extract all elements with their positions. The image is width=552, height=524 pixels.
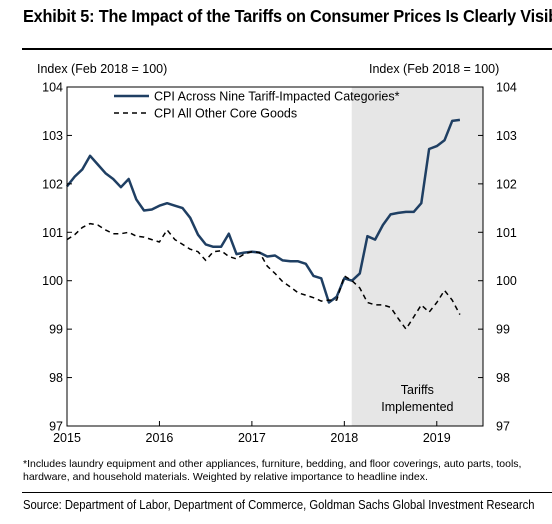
y-tick-label-left: 99 — [49, 323, 63, 337]
x-tick-label: 2019 — [423, 431, 451, 445]
source-note: Source: Department of Labor, Department … — [23, 498, 535, 512]
y-tick-label-left: 102 — [42, 177, 63, 191]
y-tick-label-right: 97 — [496, 420, 510, 434]
footnote: *Includes laundry equipment and other ap… — [23, 458, 522, 483]
plot-frame — [66, 86, 484, 427]
series-other-core-line — [66, 222, 461, 330]
x-tick-label: 2018 — [330, 431, 358, 445]
y-tick-label-right: 103 — [496, 129, 517, 143]
y-tick-label-right: 102 — [496, 177, 517, 191]
x-tick-label: 2015 — [53, 431, 81, 445]
y-axis-label-right: Index (Feb 2018 = 100) — [369, 62, 499, 76]
footnote-rule — [22, 492, 552, 493]
line-chart: Tariffs Implemented 97 97 98 98 99 99 100 100 10… — [37, 62, 517, 445]
legend-label-tariff-cpi: CPI Across Nine Tariff-Impacted Categori… — [154, 90, 400, 104]
y-tick-label-left: 103 — [42, 129, 63, 143]
series-tariff-cpi-line — [66, 118, 461, 304]
y-tick-label-right: 104 — [496, 81, 517, 95]
page-title: Exhibit 5: The Impact of the Tariffs on … — [23, 6, 552, 26]
x-tick-label: 2016 — [146, 431, 174, 445]
x-tick-label: 2017 — [238, 431, 266, 445]
y-tick-label-left: 100 — [42, 274, 63, 288]
legend-label-other-core: CPI All Other Core Goods — [154, 107, 297, 121]
legend: CPI Across Nine Tariff-Impacted Categori… — [114, 90, 400, 121]
y-tick-label-left: 101 — [42, 226, 63, 240]
title-rule — [22, 48, 552, 50]
y-tick-label-left: 97 — [49, 420, 63, 434]
y-tick-label-right: 98 — [496, 371, 510, 385]
y-axis-label-left: Index (Feb 2018 = 100) — [37, 62, 167, 76]
tariff-shaded-region — [351, 87, 483, 426]
y-tick-label-right: 100 — [496, 274, 517, 288]
y-tick-label-right: 99 — [496, 323, 510, 337]
y-tick-label-left: 104 — [42, 81, 63, 95]
y-tick-label-right: 101 — [496, 226, 517, 240]
y-tick-label-left: 98 — [49, 371, 63, 385]
shaded-region-label-line1: Tariffs — [401, 383, 434, 397]
shaded-region-label-line2: Implemented — [381, 400, 453, 414]
